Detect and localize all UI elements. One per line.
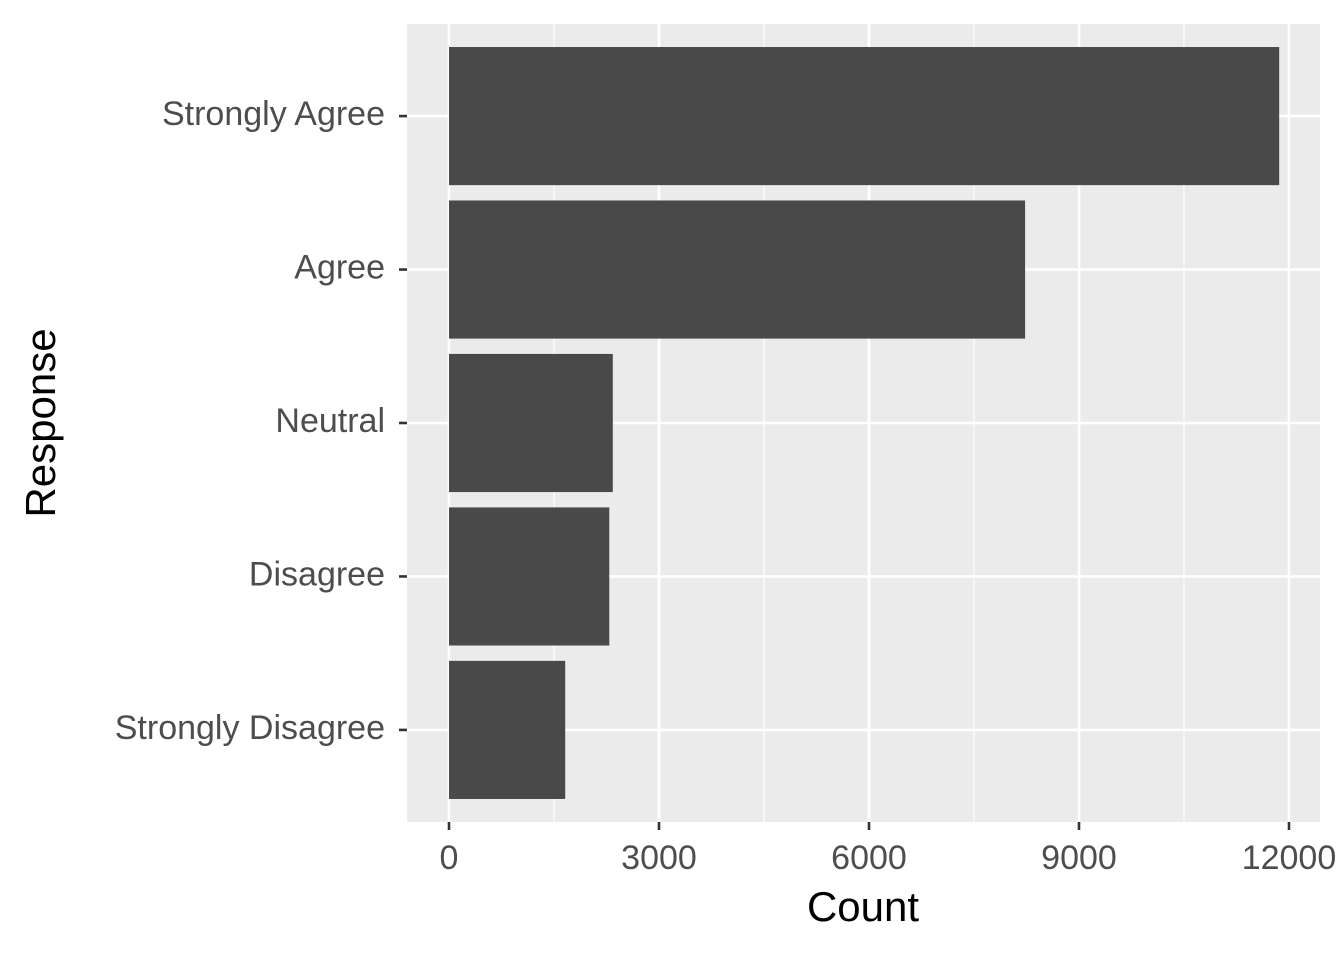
bar: [448, 507, 610, 646]
bar: [448, 200, 1026, 339]
x-tick-label: 3000: [621, 839, 697, 877]
bar: [448, 660, 566, 799]
y-tick-label: Neutral: [275, 402, 385, 440]
y-tick-label: Strongly Agree: [162, 95, 385, 133]
y-axis-title: Response: [17, 328, 64, 517]
bar: [448, 353, 613, 493]
x-tick-label: 9000: [1041, 839, 1117, 877]
x-tick-label: 6000: [831, 839, 907, 877]
y-tick-label: Disagree: [249, 555, 385, 593]
x-axis-title: Count: [807, 883, 919, 930]
x-tick-label: 12000: [1242, 839, 1337, 877]
x-tick-label: 0: [440, 839, 459, 877]
bar: [448, 47, 1280, 186]
y-tick-label: Agree: [294, 249, 385, 287]
y-tick-label: Strongly Disagree: [115, 709, 385, 747]
